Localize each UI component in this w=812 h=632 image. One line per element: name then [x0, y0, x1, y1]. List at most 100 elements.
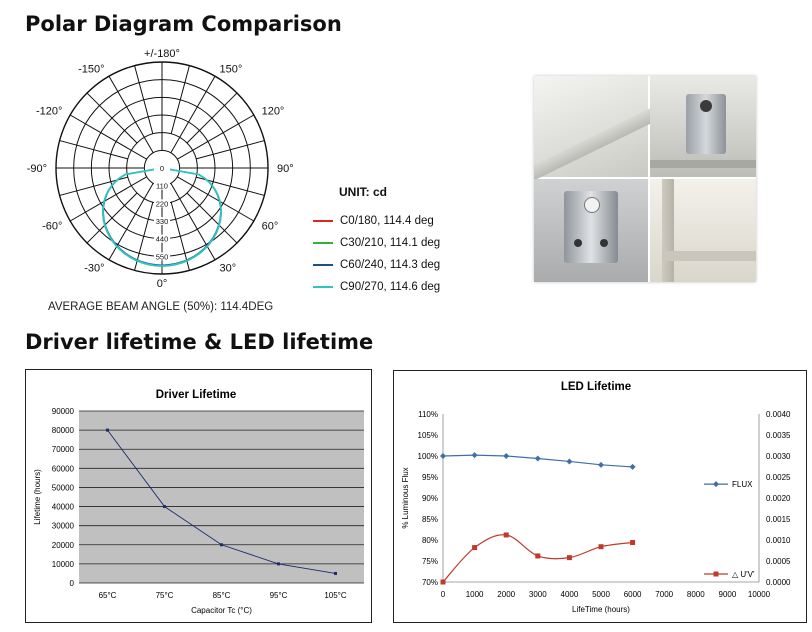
radial-label: 0	[160, 164, 164, 173]
legend-swatch	[313, 264, 333, 266]
angle-label: 150°	[220, 63, 243, 75]
y2-tick-label: 0.0015	[766, 515, 791, 524]
lifetime-heading: Driver lifetime & LED lifetime	[25, 330, 374, 354]
y-tick-label: 90%	[422, 494, 438, 503]
uv-marker	[440, 579, 446, 585]
driver-lifetime-chart: Driver Lifetime 0 10000 20000 30000 40000 5000…	[33, 389, 364, 615]
x-tick-label: 95°C	[270, 591, 288, 600]
angle-label: -30°	[84, 263, 104, 275]
y2-tick-label: 0.0005	[766, 557, 791, 566]
angle-label: +/-180°	[144, 48, 180, 60]
x-tick-label: 3000	[529, 590, 547, 599]
uv-marker	[566, 555, 572, 561]
y2-tick-label: 0.0025	[766, 473, 791, 482]
y2-tick-label: 0.0020	[766, 494, 791, 503]
polar-spoke	[86, 192, 138, 244]
x-tick-label: 85°C	[213, 591, 231, 600]
y-tick-label: 50000	[52, 483, 75, 492]
y-tick-label: 110%	[418, 410, 438, 419]
uv-marker	[503, 532, 509, 538]
angle-label: -90°	[27, 163, 47, 175]
y-tick-label: 80%	[422, 536, 438, 545]
legend-item: C90/270, 114.6 deg	[313, 276, 473, 298]
y-tick-label: 70%	[422, 578, 438, 587]
x-tick-label: 65°C	[99, 591, 117, 600]
y-tick-label: 40000	[52, 503, 75, 512]
x-tick-label: 10000	[748, 590, 771, 599]
polar-spoke	[186, 192, 238, 244]
legend-label: C60/240, 114.3 deg	[340, 259, 441, 271]
x-tick-label: 8000	[687, 590, 705, 599]
y-axis-label: Lifetime (hours)	[33, 469, 42, 525]
polar-series-curve	[102, 167, 222, 267]
legend-marker	[713, 571, 719, 577]
x-tick-label: 6000	[624, 590, 642, 599]
angle-label: 30°	[220, 263, 237, 275]
radial-label-bg	[154, 252, 170, 261]
legend-label: △ U'V'	[732, 570, 755, 579]
polar-heading: Polar Diagram Comparison	[25, 12, 342, 36]
y-tick-label: 105%	[418, 431, 438, 440]
y2-tick-label: 0.0000	[766, 578, 791, 587]
legend-swatch	[313, 286, 333, 288]
angle-label: -60°	[42, 221, 62, 233]
legend-item: C30/210, 114.1 deg	[313, 232, 473, 254]
led-lifetime-chart: LED Lifetime 70% 75% 80% 85% 90% 95% 100% 105% 11…	[401, 381, 791, 614]
y2-tick-label: 0.0035	[766, 431, 791, 440]
photo-mount-clip-bottom	[534, 179, 648, 282]
angle-label: -120°	[36, 106, 62, 118]
legend-item: C0/180, 114.4 deg	[313, 210, 473, 232]
legend-label: C0/180, 114.4 deg	[340, 215, 434, 227]
x-tick-label: 0	[441, 590, 446, 599]
polar-spoke	[69, 114, 147, 160]
x-tick-label: 2000	[497, 590, 515, 599]
radial-label-bg	[154, 164, 170, 172]
uv-marker	[472, 545, 478, 551]
y2-tick-label: 0.0030	[766, 452, 791, 461]
x-tick-label: 7000	[655, 590, 673, 599]
photo-panel-corner	[534, 76, 679, 185]
flux-marker	[440, 453, 446, 459]
flux-marker	[629, 463, 636, 470]
x-tick-label: 75°C	[156, 591, 174, 600]
polar-spoke	[108, 183, 154, 261]
y-tick-label: 75%	[422, 557, 438, 566]
y-tick-label: 70000	[52, 445, 75, 454]
angle-label: 90°	[277, 163, 294, 175]
y-tick-label: 10000	[52, 560, 75, 569]
radial-label: 330	[156, 217, 169, 226]
polar-spoke	[108, 75, 154, 153]
y-tick-label: 0	[70, 579, 75, 588]
y-tick-label: 80000	[52, 426, 75, 435]
polar-spoke	[134, 201, 154, 271]
x-axis-label: Capacitor Tc (°C)	[191, 606, 252, 615]
polar-spoke	[86, 92, 138, 144]
x-tick-label: 9000	[719, 590, 737, 599]
x-tick-label: 4000	[561, 590, 579, 599]
y2-tick-label: 0.0040	[766, 410, 791, 419]
beam-angle-text: AVERAGE BEAM ANGLE (50%): 114.4DEG	[48, 301, 274, 313]
y-tick-label: 20000	[52, 541, 75, 550]
flux-marker	[503, 453, 510, 459]
legend-label: FLUX	[732, 480, 753, 489]
polar-diagram: 0 110 220 330 440 550 +/-180° -150° 150° -120° 120…	[27, 48, 294, 290]
polar-spoke	[177, 176, 255, 222]
data-point	[163, 505, 166, 509]
polar-spoke	[186, 92, 238, 144]
angle-label: -150°	[78, 63, 104, 75]
angle-label: 120°	[262, 106, 285, 118]
flux-marker	[598, 461, 604, 468]
polar-spoke	[170, 65, 190, 135]
polar-spoke	[170, 183, 216, 261]
plot-area	[79, 411, 364, 583]
y-tick-label: 90000	[52, 407, 75, 416]
polar-spoke	[195, 140, 265, 160]
x-tick-label: 105°C	[324, 591, 347, 600]
polar-spoke	[59, 140, 129, 160]
legend-label: C30/210, 114.1 deg	[340, 237, 441, 249]
angle-label: 0°	[157, 278, 168, 290]
radial-label: 220	[156, 199, 169, 208]
x-tick-label: 1000	[466, 590, 484, 599]
radial-label: 110	[156, 182, 168, 191]
y-tick-label: 85%	[422, 515, 438, 524]
